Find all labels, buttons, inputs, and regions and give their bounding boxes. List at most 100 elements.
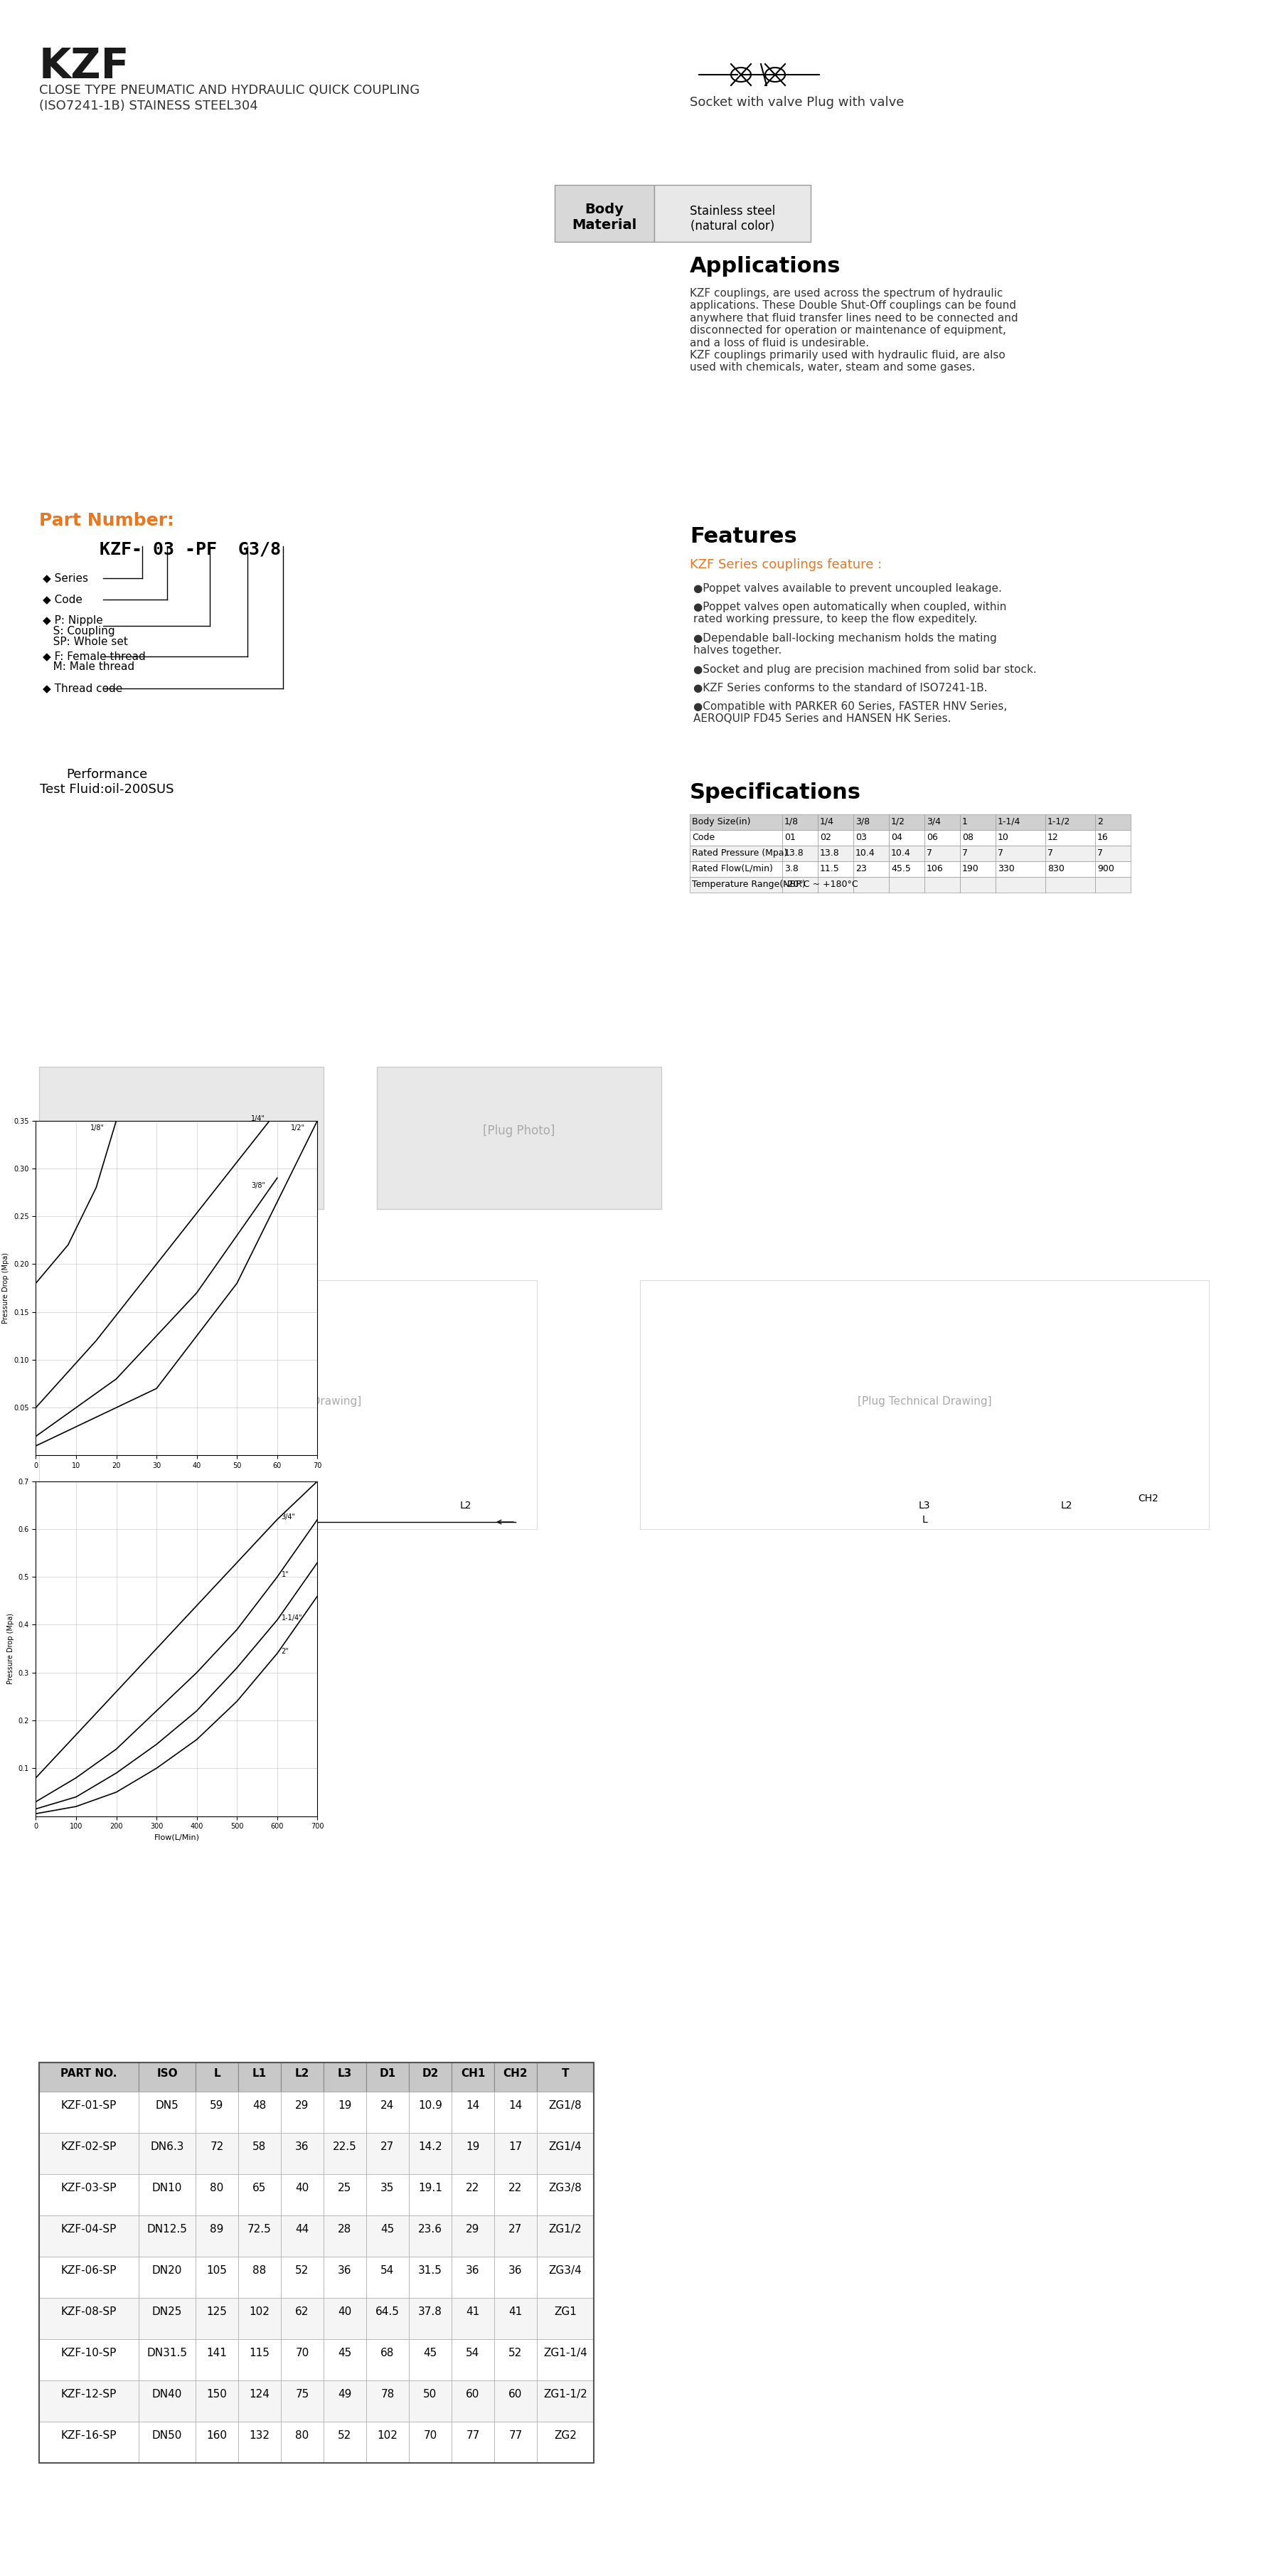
Bar xyxy=(888,814,924,829)
Text: 77: 77 xyxy=(466,2429,480,2439)
Bar xyxy=(494,2092,536,2133)
Text: 1: 1 xyxy=(963,817,968,827)
Text: ZG1/2: ZG1/2 xyxy=(549,2223,582,2233)
Text: 36: 36 xyxy=(338,2264,352,2275)
Text: 01: 01 xyxy=(785,832,796,842)
Text: 49: 49 xyxy=(338,2388,352,2398)
Text: 03: 03 xyxy=(855,832,867,842)
Text: 68: 68 xyxy=(380,2347,394,2357)
Bar xyxy=(1046,860,1096,876)
Bar xyxy=(324,2257,366,2298)
Bar xyxy=(376,1066,662,1208)
Bar xyxy=(138,2215,196,2257)
Bar xyxy=(280,2380,324,2421)
Text: 10: 10 xyxy=(997,832,1009,842)
Bar xyxy=(494,2298,536,2339)
Bar xyxy=(408,2257,452,2298)
Bar xyxy=(1096,876,1130,891)
Bar xyxy=(452,2174,494,2215)
Text: 77: 77 xyxy=(508,2429,522,2439)
Bar xyxy=(536,2092,594,2133)
Text: 23.6: 23.6 xyxy=(419,2223,443,2233)
Bar xyxy=(452,2421,494,2463)
Bar xyxy=(536,2215,594,2257)
Text: 52: 52 xyxy=(338,2429,352,2439)
Text: 31.5: 31.5 xyxy=(419,2264,443,2275)
Bar xyxy=(452,2339,494,2380)
Bar xyxy=(818,860,854,876)
Bar xyxy=(366,2215,408,2257)
Text: 1/8: 1/8 xyxy=(785,817,799,827)
Bar xyxy=(40,2339,138,2380)
Text: 02: 02 xyxy=(820,832,831,842)
Text: 60: 60 xyxy=(508,2388,522,2398)
Text: 330: 330 xyxy=(997,863,1015,873)
Text: 54: 54 xyxy=(380,2264,394,2275)
Bar xyxy=(854,876,888,891)
Text: 7: 7 xyxy=(997,848,1004,858)
Text: 190: 190 xyxy=(963,863,979,873)
Bar xyxy=(654,185,810,242)
Text: 10.4: 10.4 xyxy=(891,848,911,858)
Text: 29: 29 xyxy=(466,2223,480,2233)
Bar xyxy=(280,2092,324,2133)
Bar xyxy=(494,2063,536,2092)
Bar xyxy=(324,2421,366,2463)
Bar xyxy=(996,876,1046,891)
Bar xyxy=(408,2380,452,2421)
Text: 830: 830 xyxy=(1047,863,1065,873)
Text: D1: D1 xyxy=(379,2069,396,2079)
Text: 89: 89 xyxy=(210,2223,224,2233)
Text: Part Number:: Part Number: xyxy=(40,513,174,528)
Text: 102: 102 xyxy=(250,2306,270,2316)
Bar xyxy=(494,2339,536,2380)
Text: 54: 54 xyxy=(466,2347,480,2357)
Bar xyxy=(324,2215,366,2257)
Text: 70: 70 xyxy=(296,2347,308,2357)
Text: ZG1-1/4: ZG1-1/4 xyxy=(544,2347,588,2357)
Text: Rated Flow(L/min): Rated Flow(L/min) xyxy=(692,863,773,873)
Bar xyxy=(1046,845,1096,860)
Text: KZF-04-SP: KZF-04-SP xyxy=(61,2223,116,2233)
Text: ZG1-1/2: ZG1-1/2 xyxy=(544,2388,588,2398)
Text: ◆ F: Female thread: ◆ F: Female thread xyxy=(42,652,146,662)
Bar xyxy=(40,2063,594,2463)
Text: Body
Material: Body Material xyxy=(572,204,637,232)
Text: CLOSE TYPE PNEUMATIC AND HYDRAULIC QUICK COUPLING: CLOSE TYPE PNEUMATIC AND HYDRAULIC QUICK… xyxy=(40,85,420,98)
Bar xyxy=(408,2339,452,2380)
Text: KZF-03-SP: KZF-03-SP xyxy=(61,2182,116,2192)
Text: KZF-10-SP: KZF-10-SP xyxy=(61,2347,116,2357)
Text: KZF-12-SP: KZF-12-SP xyxy=(61,2388,116,2398)
Bar xyxy=(960,876,996,891)
Text: 150: 150 xyxy=(206,2388,227,2398)
Bar xyxy=(366,2174,408,2215)
Text: L2: L2 xyxy=(294,2069,310,2079)
Bar xyxy=(536,2339,594,2380)
Text: 141: 141 xyxy=(206,2347,227,2357)
Bar xyxy=(138,2092,196,2133)
Bar xyxy=(40,2133,138,2174)
Text: 48: 48 xyxy=(252,2099,266,2110)
Text: KZF: KZF xyxy=(40,46,129,88)
Bar xyxy=(324,2298,366,2339)
Text: 12: 12 xyxy=(1047,832,1059,842)
Text: Stainless steel
(natural color): Stainless steel (natural color) xyxy=(690,206,776,232)
Bar xyxy=(818,845,854,860)
Text: DN50: DN50 xyxy=(152,2429,182,2439)
Text: 900: 900 xyxy=(1097,863,1114,873)
Bar xyxy=(40,2063,138,2092)
Bar xyxy=(408,2215,452,2257)
Bar xyxy=(452,2063,494,2092)
Text: 06: 06 xyxy=(927,832,938,842)
Text: Socket with valve Plug with valve: Socket with valve Plug with valve xyxy=(690,95,904,108)
Bar xyxy=(818,814,854,829)
Bar xyxy=(924,860,960,876)
Text: 45: 45 xyxy=(424,2347,436,2357)
Text: 23: 23 xyxy=(855,863,867,873)
Bar xyxy=(280,2063,324,2092)
Text: 13.8: 13.8 xyxy=(820,848,840,858)
Bar xyxy=(782,814,818,829)
Bar xyxy=(996,860,1046,876)
Bar xyxy=(924,876,960,891)
Text: 22: 22 xyxy=(466,2182,480,2192)
